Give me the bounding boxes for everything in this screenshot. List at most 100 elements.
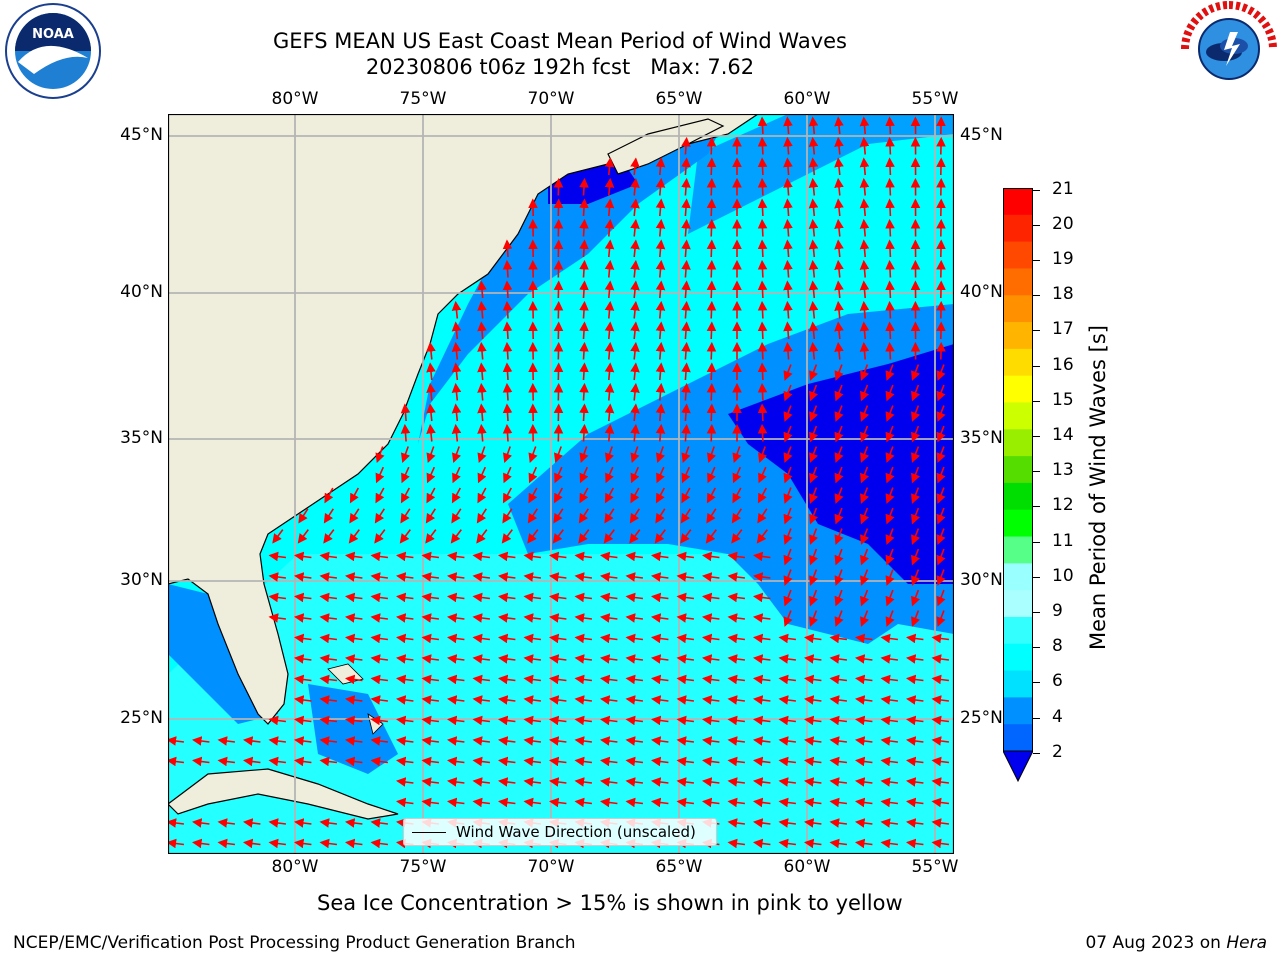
- wind-wave-arrow: [702, 613, 720, 623]
- wind-wave-arrow: [604, 341, 615, 360]
- wind-wave-arrow: [931, 797, 950, 808]
- wind-wave-arrow: [502, 300, 513, 319]
- wind-wave-arrow: [319, 613, 338, 623]
- wind-wave-arrow: [676, 592, 695, 603]
- wind-wave-arrow: [778, 818, 797, 828]
- wind-wave-arrow: [574, 756, 593, 767]
- wind-wave-arrow: [319, 736, 338, 746]
- wind-wave-arrow: [447, 695, 465, 705]
- wind-wave-arrow: [523, 551, 542, 562]
- colorbar-tick-label: 14: [1052, 425, 1074, 445]
- colorbar: [1002, 188, 1034, 783]
- wind-wave-arrow: [472, 777, 491, 787]
- wind-wave-arrow: [706, 198, 717, 217]
- wind-wave-arrow: [579, 259, 589, 278]
- lon-tick-bottom: 80°W: [271, 857, 319, 877]
- wind-wave-arrow: [370, 838, 389, 849]
- wind-wave-arrow: [859, 239, 870, 258]
- wind-wave-arrow: [681, 466, 691, 484]
- wind-wave-arrow: [906, 674, 924, 685]
- land-north-america: [167, 113, 760, 725]
- wind-wave-arrow: [778, 654, 797, 664]
- wind-wave-arrow: [502, 403, 513, 422]
- wind-wave-arrow: [370, 654, 389, 664]
- wind-wave-arrow: [829, 777, 848, 787]
- wind-wave-arrow: [604, 280, 615, 299]
- wind-wave-arrow: [783, 239, 793, 258]
- wind-wave-arrow: [834, 589, 844, 607]
- wind-wave-arrow: [604, 239, 615, 258]
- wind-wave-arrow: [625, 777, 644, 787]
- wind-wave-arrow: [706, 382, 717, 401]
- wind-wave-arrow: [783, 507, 793, 525]
- wind-wave-arrow: [630, 218, 640, 237]
- wind-wave-arrow: [681, 487, 691, 504]
- wind-wave-arrow: [783, 300, 793, 319]
- wind-wave-arrow: [706, 157, 717, 176]
- wind-wave-arrow: [676, 572, 695, 582]
- wind-wave-arrow: [681, 362, 691, 381]
- wind-wave-arrow: [731, 508, 742, 524]
- wind-wave-arrow: [783, 198, 793, 217]
- wind-wave-arrow: [655, 300, 666, 319]
- wind-wave-arrow: [655, 239, 666, 258]
- wind-wave-arrow: [706, 177, 717, 196]
- wind-wave-arrow: [880, 797, 899, 808]
- wind-wave-arrow: [553, 487, 564, 504]
- wind-wave-arrow: [753, 736, 771, 746]
- wind-wave-arrow: [732, 487, 742, 504]
- wind-wave-arrow: [859, 300, 870, 319]
- colorbar-swatch: [1003, 348, 1033, 377]
- wind-wave-arrow: [472, 592, 491, 603]
- wind-wave-arrow: [396, 777, 414, 787]
- wind-wave-arrow: [523, 592, 542, 603]
- wind-wave-arrow: [911, 548, 920, 566]
- wind-wave-arrow: [757, 403, 768, 422]
- wind-wave-arrow: [706, 136, 717, 155]
- wind-wave-arrow: [630, 259, 640, 278]
- wind-wave-arrow: [421, 613, 440, 623]
- wind-wave-arrow: [421, 592, 440, 603]
- wind-wave-arrow: [757, 116, 768, 135]
- colorbar-swatch: [1003, 402, 1033, 430]
- wind-wave-arrow: [396, 613, 414, 623]
- wind-wave-arrow: [477, 487, 487, 504]
- wind-wave-arrow: [757, 446, 768, 464]
- wind-wave-arrow: [931, 736, 950, 746]
- wind-wave-arrow: [860, 610, 869, 627]
- wind-wave-arrow: [804, 695, 822, 705]
- wind-wave-arrow: [447, 654, 465, 664]
- wind-wave-arrow: [778, 838, 797, 849]
- lon-tick-bottom: 60°W: [783, 857, 831, 877]
- wind-wave-arrow: [783, 177, 793, 196]
- wind-wave-arrow: [834, 364, 844, 381]
- wind-wave-arrow: [604, 423, 615, 442]
- wind-wave-arrow: [629, 529, 641, 544]
- wind-wave-arrow: [829, 797, 848, 808]
- wind-wave-arrow: [370, 572, 389, 582]
- wind-wave-arrow: [600, 654, 618, 664]
- wind-wave-arrow: [472, 654, 491, 664]
- wind-wave-arrow: [477, 362, 487, 381]
- wind-wave-arrow: [731, 529, 743, 544]
- wind-wave-arrow: [834, 507, 844, 525]
- wind-wave-arrow: [574, 777, 593, 787]
- wind-wave-arrow: [651, 592, 669, 603]
- wind-wave-arrow: [706, 487, 717, 504]
- wind-wave-arrow: [727, 613, 746, 623]
- wind-wave-arrow: [294, 818, 312, 828]
- wind-wave-arrow: [319, 715, 338, 726]
- wind-wave-arrow: [860, 507, 869, 525]
- wind-wave-arrow: [727, 695, 746, 705]
- wind-wave-arrow: [549, 777, 567, 787]
- wind-wave-arrow: [885, 177, 895, 196]
- wind-wave-arrow: [885, 405, 895, 422]
- colorbar-tick-mark: [1033, 647, 1040, 648]
- wind-wave-arrow: [651, 695, 669, 705]
- wind-wave-arrow: [502, 341, 513, 360]
- wind-wave-arrow: [243, 818, 261, 828]
- wind-wave-arrow: [396, 551, 414, 562]
- wind-wave-arrow: [702, 756, 720, 767]
- wind-wave-arrow: [578, 508, 589, 524]
- wind-wave-arrow: [166, 838, 185, 849]
